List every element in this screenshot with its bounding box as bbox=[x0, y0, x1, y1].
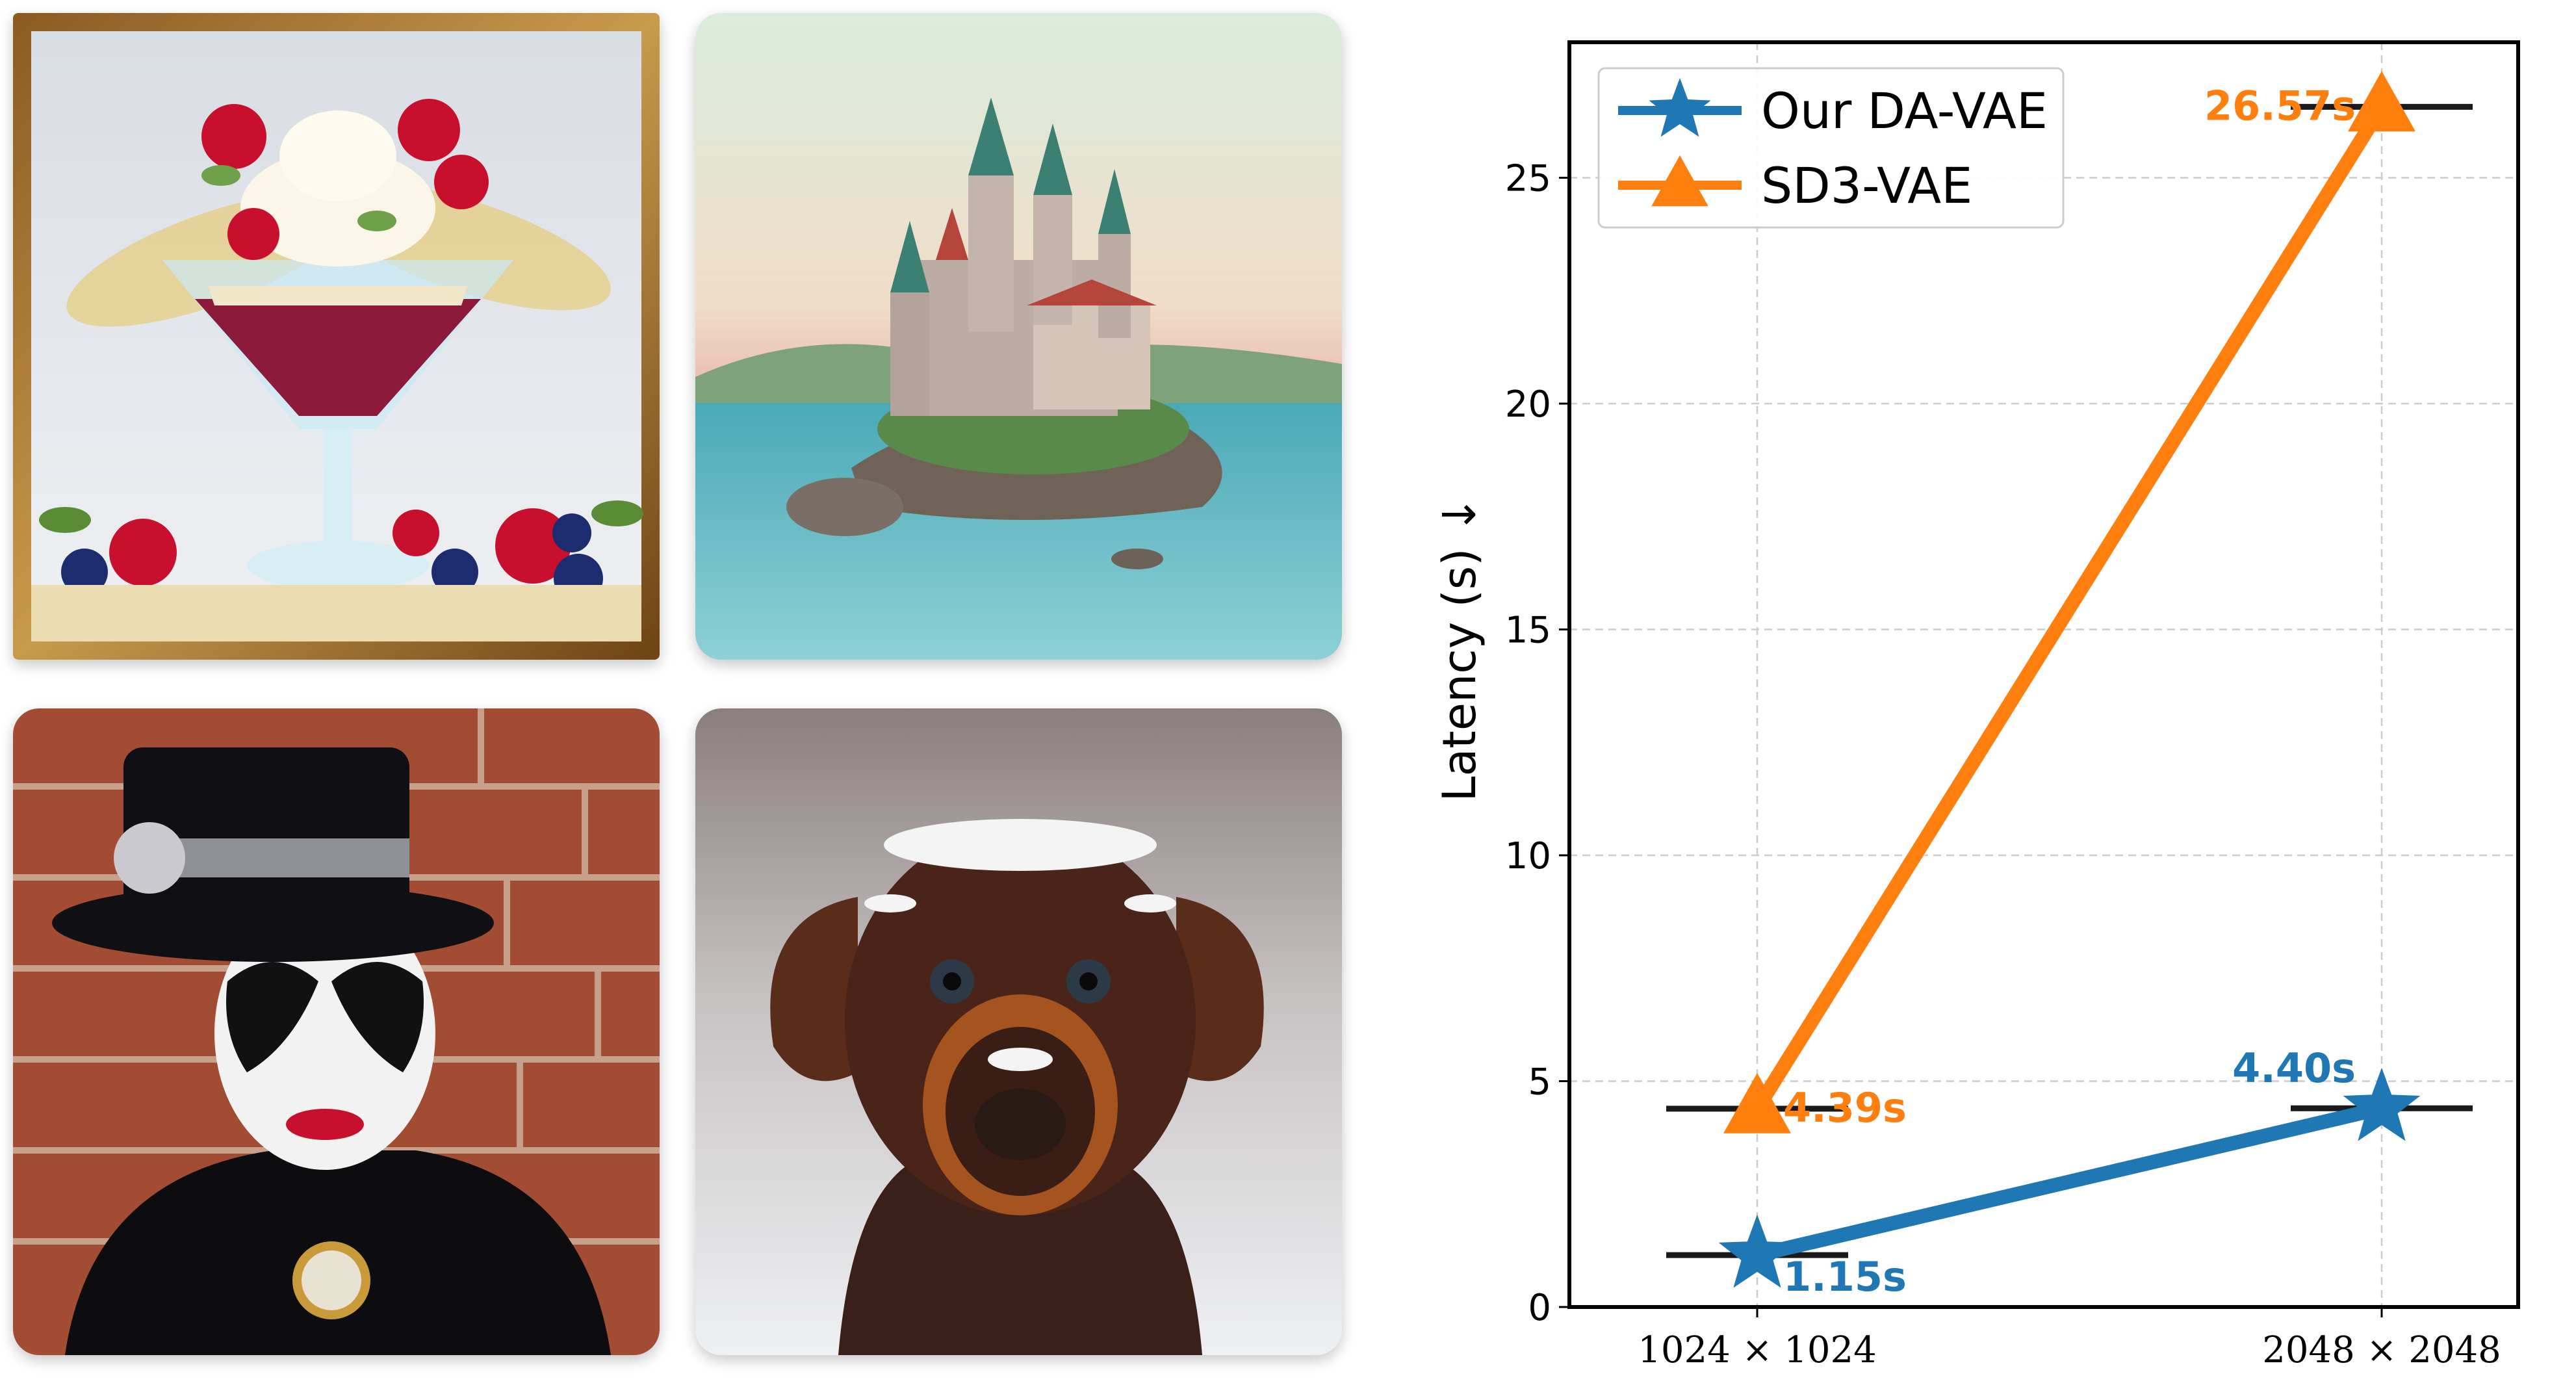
data-label-sd3: 26.57s bbox=[2204, 82, 2356, 129]
legend-label-sd3-vae: SD3-VAE bbox=[1761, 157, 1972, 214]
y-tick-label: 10 bbox=[1505, 835, 1551, 877]
series-markers bbox=[1718, 71, 2421, 1288]
series-line-our-da-vae bbox=[1755, 1101, 2384, 1262]
series-lines bbox=[1751, 103, 2388, 1262]
castle-painting bbox=[695, 13, 1342, 660]
masked-figure-photo bbox=[13, 708, 660, 1355]
triangle-marker bbox=[1723, 1072, 1791, 1133]
latency-chart: 1.15s 4.40s 4.39s 26.57s 0 5 10 15 20 25 1024 × 1… bbox=[1397, 0, 2576, 1385]
data-label-ours: 4.40s bbox=[2232, 1044, 2356, 1092]
dessert-painting bbox=[13, 13, 660, 660]
legend-entry-sd3-vae: SD3-VAE bbox=[1618, 155, 1972, 214]
data-label-sd3: 4.39s bbox=[1783, 1084, 1907, 1132]
dog-photo bbox=[695, 708, 1342, 1355]
legend-entry-our-da-vae: Our DA-VAE bbox=[1618, 78, 2048, 140]
legend-label-our-da-vae: Our DA-VAE bbox=[1761, 82, 2048, 140]
data-labels: 1.15s 4.40s 4.39s 26.57s bbox=[1783, 82, 2356, 1301]
axes-frame bbox=[1567, 40, 2520, 1309]
latency-chart-svg: 1.15s 4.40s 4.39s 26.57s 0 5 10 15 20 25 1024 × 1… bbox=[1433, 40, 2520, 1372]
star-marker bbox=[2343, 1067, 2421, 1141]
x-tick-label: 1024 × 1024 bbox=[1638, 1329, 1877, 1371]
triangle-marker bbox=[2348, 71, 2415, 132]
y-tick-label: 25 bbox=[1505, 158, 1551, 200]
y-tick-label: 0 bbox=[1528, 1287, 1551, 1329]
data-label-ours: 1.15s bbox=[1783, 1253, 1907, 1301]
x-tick-label: 2048 × 2048 bbox=[2262, 1329, 2501, 1371]
legend: Our DA-VAE SD3-VAE bbox=[1597, 67, 2065, 229]
star-marker bbox=[1718, 1214, 1796, 1288]
legend-star-marker bbox=[1649, 78, 1711, 137]
legend-triangle-marker bbox=[1651, 155, 1708, 207]
y-tick-label: 15 bbox=[1505, 610, 1551, 652]
y-axis-label: Latency (s) ↓ bbox=[1433, 496, 1486, 802]
axis-ticks: 0 5 10 15 20 25 1024 × 1024 2048 × 2048 bbox=[1505, 158, 2501, 1372]
y-tick-label: 20 bbox=[1505, 383, 1551, 426]
y-tick-label: 5 bbox=[1528, 1061, 1551, 1104]
series-line-sd3-vae bbox=[1751, 103, 2388, 1113]
